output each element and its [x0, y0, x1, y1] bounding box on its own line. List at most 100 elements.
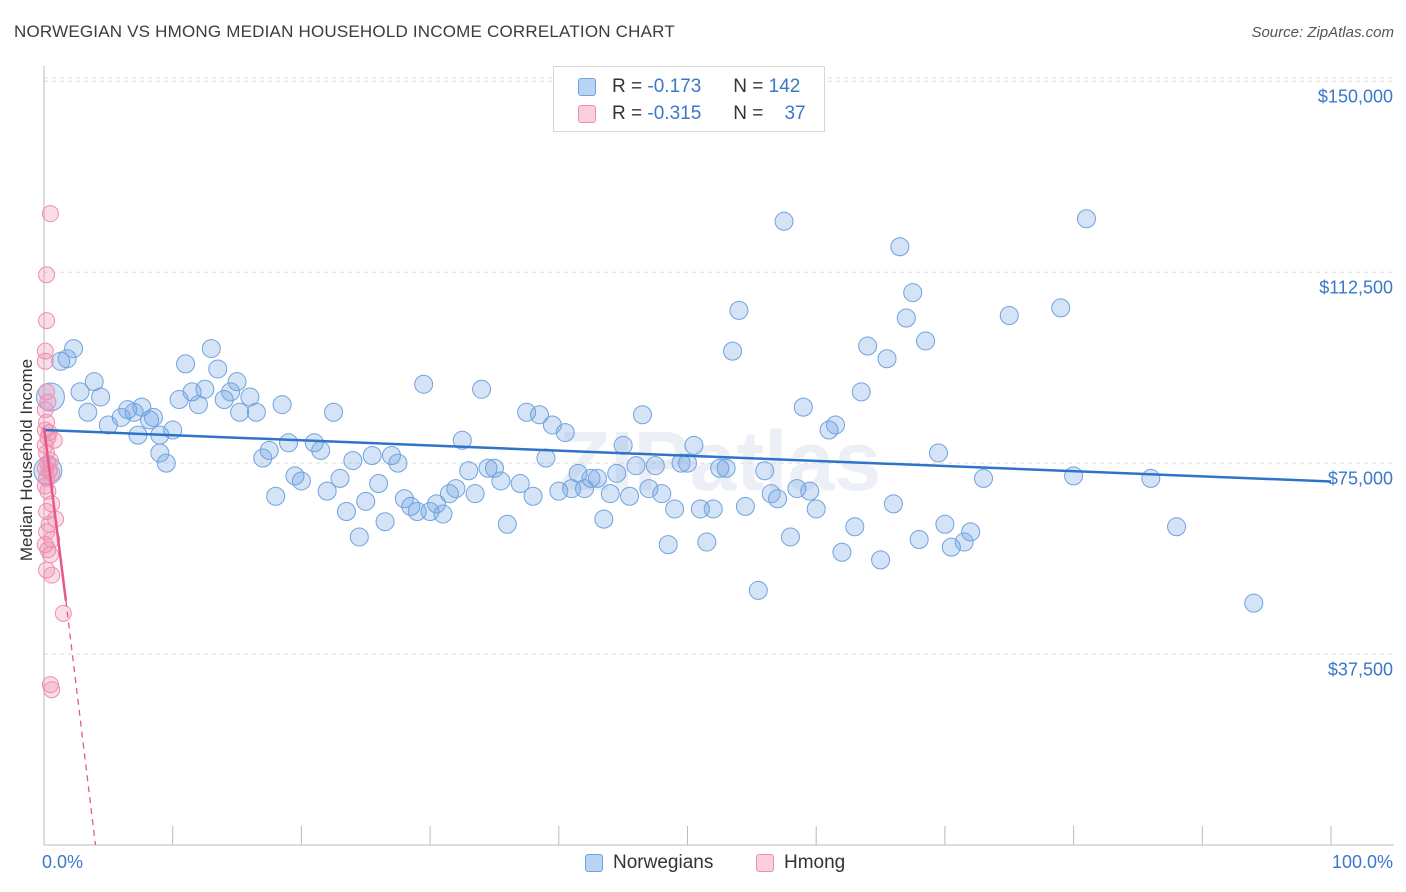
r-label: R =: [612, 103, 643, 124]
norwegians-point-90: [626, 456, 646, 476]
hmong-point-36: [43, 681, 61, 699]
norwegians-point-127: [890, 237, 910, 257]
norwegians-point-70: [491, 471, 511, 491]
norwegians-point-110: [761, 484, 781, 504]
norwegians-point-82: [575, 479, 595, 499]
norwegians-point-91: [632, 405, 652, 425]
norwegians-point-47: [343, 451, 363, 471]
norwegians-point-79: [555, 423, 575, 443]
norwegians-point-111: [768, 489, 788, 509]
correlation-legend: R = -0.173 N = 142 R = -0.315 N = 37: [553, 66, 825, 132]
norwegians-point-94: [645, 456, 665, 476]
norwegians-point-72: [510, 474, 530, 494]
norwegians-point-88: [613, 435, 633, 455]
norwegians-point-95: [665, 499, 685, 519]
norwegians-point-76: [536, 448, 556, 468]
norwegians-point-61: [433, 504, 453, 524]
norwegians-point-50: [362, 446, 382, 465]
norwegians-point-96: [658, 535, 678, 555]
norwegians-point-12: [111, 407, 131, 427]
norwegians-point-34: [253, 448, 273, 468]
norwegians-point-117: [806, 499, 826, 519]
norwegians-point-42: [311, 440, 331, 460]
norwegians-point-137: [974, 468, 994, 488]
series-name-norwegians: Norwegians: [613, 852, 714, 873]
norwegians-point-31: [230, 402, 250, 422]
hmong-point-3: [36, 342, 54, 360]
norwegians-point-30: [227, 372, 247, 392]
series-legend-norwegians: Norwegians: [585, 852, 713, 874]
norwegians-point-101: [697, 532, 717, 552]
norwegians-point-122: [851, 382, 871, 402]
norwegians-point-55: [394, 489, 414, 509]
norwegians-point-60: [427, 494, 447, 514]
norwegians-point-71: [497, 514, 517, 534]
norwegians-point-87: [607, 463, 627, 483]
norwegians-point-136: [961, 522, 981, 542]
hmong-point-0: [41, 205, 59, 223]
norwegians-point-33: [246, 402, 266, 422]
norwegians-point-4: [57, 349, 77, 369]
hmong-point-31: [41, 546, 59, 564]
norwegians-point-118: [819, 420, 839, 440]
n-label: N =: [733, 76, 764, 97]
norwegians-point-37: [272, 395, 292, 415]
norwegians-point-125: [877, 349, 897, 369]
norwegians-point-36: [266, 486, 286, 506]
norwegians-point-106: [729, 300, 749, 320]
chart-title: NORWEGIAN VS HMONG MEDIAN HOUSEHOLD INCO…: [14, 22, 675, 41]
norwegians-point-25: [195, 379, 215, 399]
hmong-point-21: [36, 477, 54, 495]
legend-row-hmong: R = -0.315 N = 37: [578, 101, 806, 127]
norwegians-point-105: [723, 341, 743, 361]
hmong-point-30: [39, 541, 57, 559]
norwegians-point-85: [594, 509, 614, 529]
norwegians-point-126: [883, 494, 903, 514]
norwegians-point-46: [336, 502, 356, 522]
norwegians-point-59: [414, 374, 434, 394]
norwegians-point-54: [388, 453, 408, 473]
norwegians-point-53: [381, 446, 401, 465]
norwegians-point-28: [214, 389, 234, 409]
norwegians-point-102: [703, 499, 723, 519]
n-value-hmong: 37: [784, 103, 806, 124]
norwegians-point-6: [78, 402, 98, 422]
norwegians-point-83: [581, 468, 601, 488]
norwegians-point-20: [156, 453, 176, 473]
norwegians-point-142: [1141, 468, 1161, 488]
norwegians-point-35: [259, 440, 279, 460]
y-tick-label-37500: $37,500: [1327, 659, 1393, 680]
r-label: R =: [612, 76, 643, 97]
y-tick-label-150000: $150,000: [1317, 86, 1393, 107]
n-label: N =: [733, 103, 764, 124]
norwegians-point-3: [64, 339, 84, 359]
norwegians-point-69: [484, 458, 504, 478]
norwegians-point-51: [369, 474, 389, 494]
norwegians-point-107: [735, 496, 755, 516]
norwegians-point-27: [208, 359, 228, 379]
norwegians-point-8: [91, 387, 111, 407]
norwegians-point-22: [176, 354, 196, 374]
norwegians-point-103: [710, 458, 730, 478]
norwegians-point-74: [523, 486, 543, 506]
norwegians-point-128: [896, 308, 916, 328]
r-value-norwegians: -0.173: [647, 76, 702, 97]
norwegians-point-123: [858, 336, 878, 356]
norwegians-point-116: [800, 481, 820, 501]
norwegians-point-19: [150, 443, 170, 463]
norwegians-point-109: [755, 461, 775, 481]
norwegians-point-138: [999, 305, 1019, 325]
source-label: Source: ZipAtlas.com: [1251, 24, 1394, 41]
norwegians-point-124: [871, 550, 891, 570]
norwegians-point-57: [407, 502, 427, 522]
norwegians-point-29: [221, 382, 241, 402]
norwegians-point-100: [690, 499, 710, 519]
hmong-point-1: [38, 266, 56, 284]
hmong-point-33: [43, 566, 61, 584]
norwegians-point-1: [35, 382, 65, 412]
norwegians-point-108: [748, 580, 768, 600]
norwegians-point-134: [941, 537, 961, 557]
norwegians-point-49: [356, 491, 376, 511]
hmong-swatch: [756, 854, 774, 872]
